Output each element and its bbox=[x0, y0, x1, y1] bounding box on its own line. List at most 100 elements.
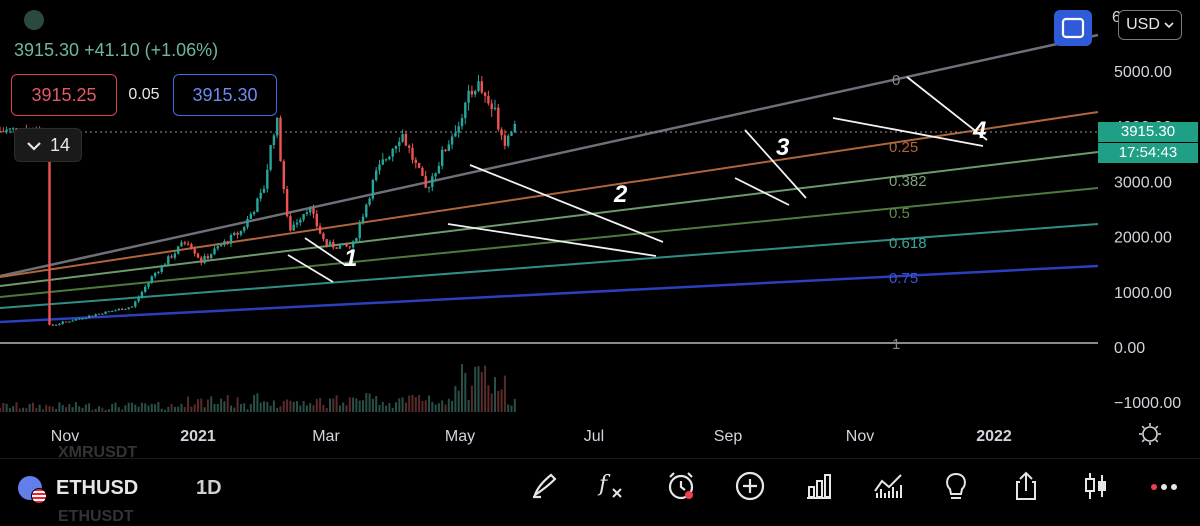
gear-icon-tooth bbox=[1155, 425, 1159, 429]
symbol-suggestion[interactable]: ETHUSDT bbox=[58, 508, 134, 525]
volume-bar bbox=[58, 402, 61, 412]
trendline bbox=[734, 177, 790, 206]
candles-button[interactable] bbox=[1076, 466, 1116, 506]
chart-type-button[interactable] bbox=[799, 466, 839, 506]
trendline bbox=[447, 223, 657, 257]
share-button[interactable] bbox=[1006, 466, 1046, 506]
candles-icon bbox=[1085, 473, 1106, 499]
wave-annotations: 1 2 3 4 bbox=[344, 117, 986, 272]
gear-icon-tooth bbox=[1141, 425, 1145, 429]
volume-bar bbox=[203, 407, 206, 412]
candle bbox=[454, 132, 457, 137]
volume-bar bbox=[388, 402, 391, 412]
symbol-name[interactable]: ETHUSD bbox=[56, 477, 139, 499]
candle bbox=[450, 136, 454, 145]
volume-bar bbox=[513, 398, 516, 412]
candle bbox=[203, 256, 206, 263]
ask-button[interactable]: 3915.30 bbox=[173, 74, 277, 116]
last-price-tag: 3915.30 bbox=[1098, 122, 1198, 142]
volume-bar bbox=[404, 402, 407, 412]
volume-bar bbox=[74, 402, 77, 412]
volume-bar bbox=[296, 401, 298, 412]
svg-text:f: f bbox=[597, 472, 611, 497]
volume-bar bbox=[494, 377, 496, 412]
fullscreen-button[interactable] bbox=[1054, 10, 1092, 46]
candle bbox=[219, 244, 223, 247]
candle bbox=[272, 135, 276, 146]
candle bbox=[160, 265, 163, 272]
gear-icon-tooth bbox=[1155, 439, 1159, 443]
candle bbox=[74, 319, 78, 321]
candle bbox=[61, 321, 64, 324]
fib-fan-line bbox=[0, 151, 1099, 287]
volume-bar bbox=[51, 406, 54, 412]
volume-bar bbox=[503, 375, 506, 412]
volume-bar bbox=[140, 402, 143, 412]
price-tick-label: 5000.00 bbox=[1114, 64, 1172, 81]
currency-select[interactable]: USD bbox=[1118, 10, 1182, 40]
candle bbox=[384, 159, 388, 161]
time-tick-label: 2021 bbox=[180, 428, 216, 445]
wave-label: 3 bbox=[776, 134, 790, 161]
alert-button[interactable] bbox=[661, 466, 701, 506]
volume-bar bbox=[48, 406, 51, 412]
symbol-suggestion[interactable]: XMRUSDT bbox=[58, 444, 138, 461]
volume-bar bbox=[246, 409, 249, 412]
price-tick-label: 0.00 bbox=[1114, 340, 1145, 357]
candle bbox=[249, 213, 252, 219]
add-button[interactable] bbox=[730, 466, 770, 506]
candle bbox=[226, 241, 229, 244]
fib-level-label: 1 bbox=[892, 336, 900, 353]
bottom-toolbar bbox=[0, 458, 1200, 519]
volume-bar bbox=[157, 402, 160, 412]
candle bbox=[78, 318, 81, 320]
ideas-button[interactable] bbox=[936, 466, 976, 506]
candle bbox=[229, 235, 233, 244]
timeframe-button[interactable]: 1D bbox=[196, 477, 222, 499]
candle bbox=[94, 314, 97, 316]
volume-bar bbox=[197, 399, 199, 412]
candle bbox=[483, 92, 487, 96]
volume-bar bbox=[461, 364, 463, 412]
candle bbox=[111, 310, 114, 312]
candle bbox=[2, 131, 5, 133]
indicators-button[interactable] bbox=[868, 466, 908, 506]
volume-bar bbox=[507, 404, 510, 412]
volume-bar bbox=[477, 366, 480, 412]
time-tick-label: Nov bbox=[846, 428, 874, 445]
candle bbox=[371, 180, 375, 199]
candle bbox=[81, 318, 84, 320]
candle bbox=[114, 310, 117, 312]
volume-bar bbox=[395, 402, 397, 412]
bid-button[interactable]: 3915.25 bbox=[11, 74, 117, 116]
fib-level-label: 0.75 bbox=[889, 270, 918, 287]
function-button[interactable]: f bbox=[592, 466, 632, 506]
candle bbox=[437, 165, 441, 174]
volume-bar bbox=[299, 405, 302, 412]
more-button[interactable] bbox=[1144, 466, 1184, 506]
candle bbox=[378, 164, 381, 171]
candle bbox=[183, 242, 186, 244]
volume-bar bbox=[183, 407, 186, 412]
candle bbox=[351, 241, 355, 248]
brush-button[interactable] bbox=[524, 466, 564, 506]
candle bbox=[180, 242, 183, 247]
volume-bar bbox=[500, 389, 503, 412]
volume-bar bbox=[98, 406, 100, 412]
trendline bbox=[287, 254, 334, 283]
candle bbox=[302, 213, 305, 220]
candle bbox=[282, 161, 285, 189]
volume-bar bbox=[243, 403, 246, 412]
bar-chart-icon bbox=[807, 474, 831, 499]
candle bbox=[513, 124, 516, 132]
candle bbox=[0, 130, 2, 132]
volume-bar bbox=[206, 399, 209, 412]
collapse-legend-button[interactable]: 14 bbox=[14, 128, 82, 162]
volume-bar bbox=[424, 400, 427, 412]
candle bbox=[269, 145, 272, 170]
volume-bar bbox=[391, 407, 394, 412]
candle bbox=[299, 219, 302, 223]
time-axis: Nov 2021 Mar May Jul Sep Nov 2022 bbox=[51, 423, 1161, 445]
spread-value: 0.05 bbox=[128, 86, 160, 103]
